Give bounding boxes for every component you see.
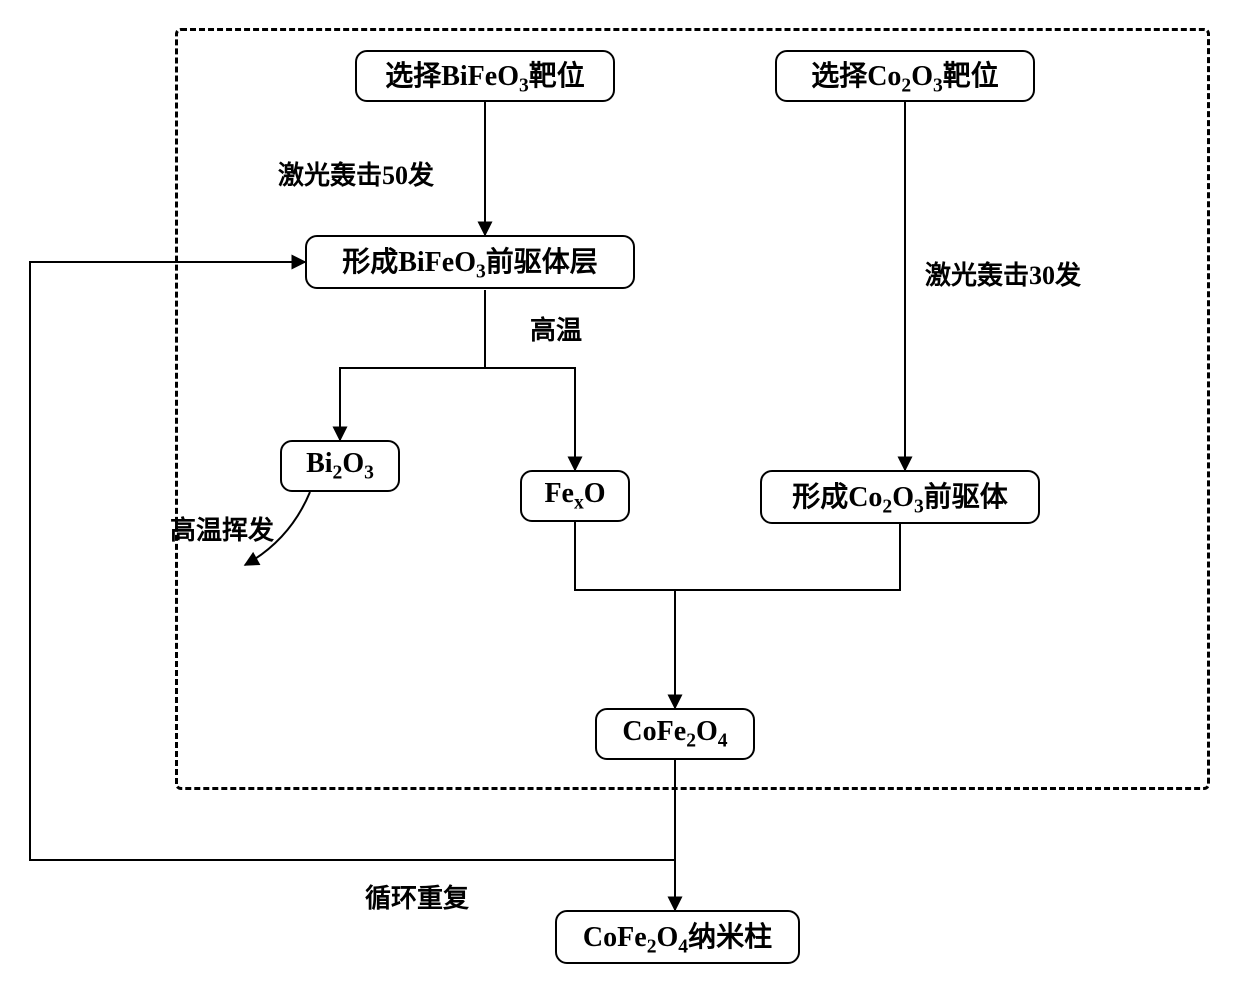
edge-label-volatilize: 高温挥发: [170, 510, 274, 547]
node-bi2o3: Bi2O3: [280, 440, 400, 492]
node-label: 选择Co2O3靶位: [811, 54, 999, 98]
edge-label-laser-30: 激光轰击30发: [925, 255, 1081, 292]
cycle-frame: [175, 28, 1210, 790]
node-select-co2o3-target: 选择Co2O3靶位: [775, 50, 1035, 102]
node-form-bifeo3-precursor: 形成BiFeO3前驱体层: [305, 235, 635, 289]
node-label: 形成BiFeO3前驱体层: [342, 240, 598, 284]
node-label: CoFe2O4: [622, 716, 727, 753]
node-cofe2o4: CoFe2O4: [595, 708, 755, 760]
node-label: 选择BiFeO3靶位: [385, 54, 585, 98]
node-cofe2o4-nanopillar: CoFe2O4纳米柱: [555, 910, 800, 964]
node-select-bifeo3-target: 选择BiFeO3靶位: [355, 50, 615, 102]
node-fexo: FexO: [520, 470, 630, 522]
node-label: FexO: [544, 478, 605, 515]
node-label: CoFe2O4纳米柱: [583, 915, 772, 959]
edge-label-loop-repeat: 循环重复: [365, 878, 469, 915]
edge-label-high-temp: 高温: [530, 310, 582, 347]
flowchart-canvas: 选择BiFeO3靶位 选择Co2O3靶位 形成BiFeO3前驱体层 Bi2O3 …: [0, 0, 1240, 997]
edge-label-laser-50: 激光轰击50发: [278, 155, 434, 192]
node-form-co2o3-precursor: 形成Co2O3前驱体: [760, 470, 1040, 524]
node-label: Bi2O3: [306, 448, 374, 485]
node-label: 形成Co2O3前驱体: [792, 475, 1008, 519]
